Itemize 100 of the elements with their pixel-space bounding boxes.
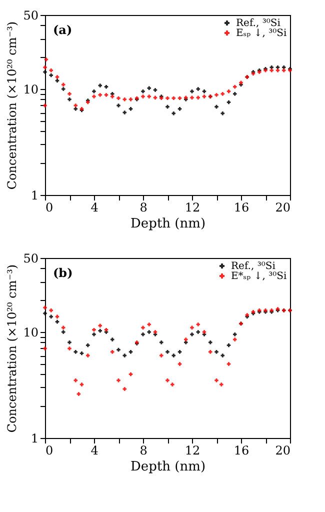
- x-tick-label: 16: [234, 444, 250, 458]
- x-tick-label: 8: [140, 444, 148, 458]
- x-axis-title: Depth (nm): [130, 216, 206, 232]
- point: [233, 92, 237, 96]
- point: [55, 75, 60, 79]
- point: [104, 328, 108, 332]
- x-tick-label: 8: [140, 200, 148, 214]
- point: [233, 84, 237, 89]
- point: [49, 73, 53, 78]
- point: [98, 328, 102, 333]
- point: [147, 330, 151, 334]
- point: [220, 92, 224, 96]
- point: [110, 350, 114, 354]
- point: [86, 354, 90, 358]
- point: [104, 84, 108, 89]
- point: [141, 332, 145, 336]
- point: [233, 332, 237, 336]
- point: [122, 97, 126, 102]
- x-tick-label: 4: [90, 444, 99, 458]
- point: [220, 382, 224, 386]
- point: [122, 387, 126, 391]
- point: [172, 111, 176, 116]
- x-tick-label: 12: [184, 200, 200, 214]
- point: [128, 97, 133, 102]
- legend-label: Ref., ³⁰Si: [231, 261, 276, 272]
- point: [110, 338, 114, 342]
- point: [226, 343, 231, 348]
- point: [44, 58, 48, 62]
- point: [92, 94, 96, 98]
- point: [92, 90, 96, 94]
- point: [282, 68, 286, 72]
- y-tick-label: 10: [23, 326, 38, 340]
- point: [74, 350, 78, 354]
- y-tick-label: 1: [30, 432, 38, 446]
- point: [214, 93, 218, 97]
- annotation: (a): [53, 23, 72, 37]
- point: [62, 82, 66, 87]
- point: [128, 372, 133, 376]
- point: [98, 84, 102, 88]
- x-tick-label: 20: [275, 200, 290, 214]
- point: [202, 330, 206, 334]
- x-tick-label: 0: [46, 444, 54, 458]
- point: [49, 308, 53, 312]
- point: [62, 326, 66, 330]
- point: [220, 111, 224, 116]
- x-tick-label: 20: [275, 444, 290, 458]
- point: [220, 354, 224, 358]
- point: [128, 350, 133, 354]
- point: [55, 320, 60, 324]
- point: [147, 86, 151, 90]
- point: [178, 96, 182, 100]
- x-tick-label: 12: [184, 444, 200, 458]
- point: [196, 330, 200, 334]
- point: [76, 392, 81, 396]
- point: [202, 94, 206, 98]
- point: [98, 93, 102, 97]
- point: [153, 330, 158, 334]
- point: [49, 68, 53, 72]
- point: [43, 66, 47, 70]
- point: [202, 90, 206, 94]
- point: [172, 96, 176, 100]
- point: [74, 378, 78, 382]
- point: [122, 110, 126, 114]
- point: [172, 354, 176, 358]
- x-tick-label: 0: [46, 200, 54, 214]
- point: [226, 100, 231, 104]
- point: [122, 354, 126, 358]
- point: [43, 104, 47, 108]
- point: [80, 382, 84, 386]
- point: [276, 68, 280, 72]
- point: [196, 87, 200, 91]
- legend-label: Eₛₚ ↓, ³⁰Si: [236, 28, 287, 39]
- point: [196, 96, 200, 100]
- point: [55, 314, 60, 318]
- point: [55, 78, 60, 83]
- point: [160, 354, 164, 358]
- point: [141, 90, 145, 94]
- point: [178, 350, 182, 354]
- legend-label: Ref., ³⁰Si: [236, 18, 280, 29]
- point: [226, 362, 231, 366]
- point: [147, 322, 151, 326]
- point: [233, 338, 237, 342]
- point: [43, 346, 47, 350]
- point: [153, 96, 158, 100]
- x-tick-label: 16: [234, 200, 250, 214]
- point: [178, 362, 182, 366]
- point: [170, 382, 174, 386]
- point: [226, 90, 231, 94]
- point: [43, 312, 47, 316]
- point: [110, 94, 114, 98]
- point: [270, 68, 274, 72]
- point: [92, 332, 96, 336]
- y-tick-label: 10: [23, 82, 38, 97]
- annotation: (b): [53, 266, 73, 280]
- point: [116, 104, 120, 108]
- point: [184, 338, 188, 342]
- point: [43, 70, 47, 74]
- point: [141, 94, 145, 98]
- legend-label: E*ₛₚ ↓, ³⁰Si: [231, 271, 287, 282]
- point: [68, 92, 72, 96]
